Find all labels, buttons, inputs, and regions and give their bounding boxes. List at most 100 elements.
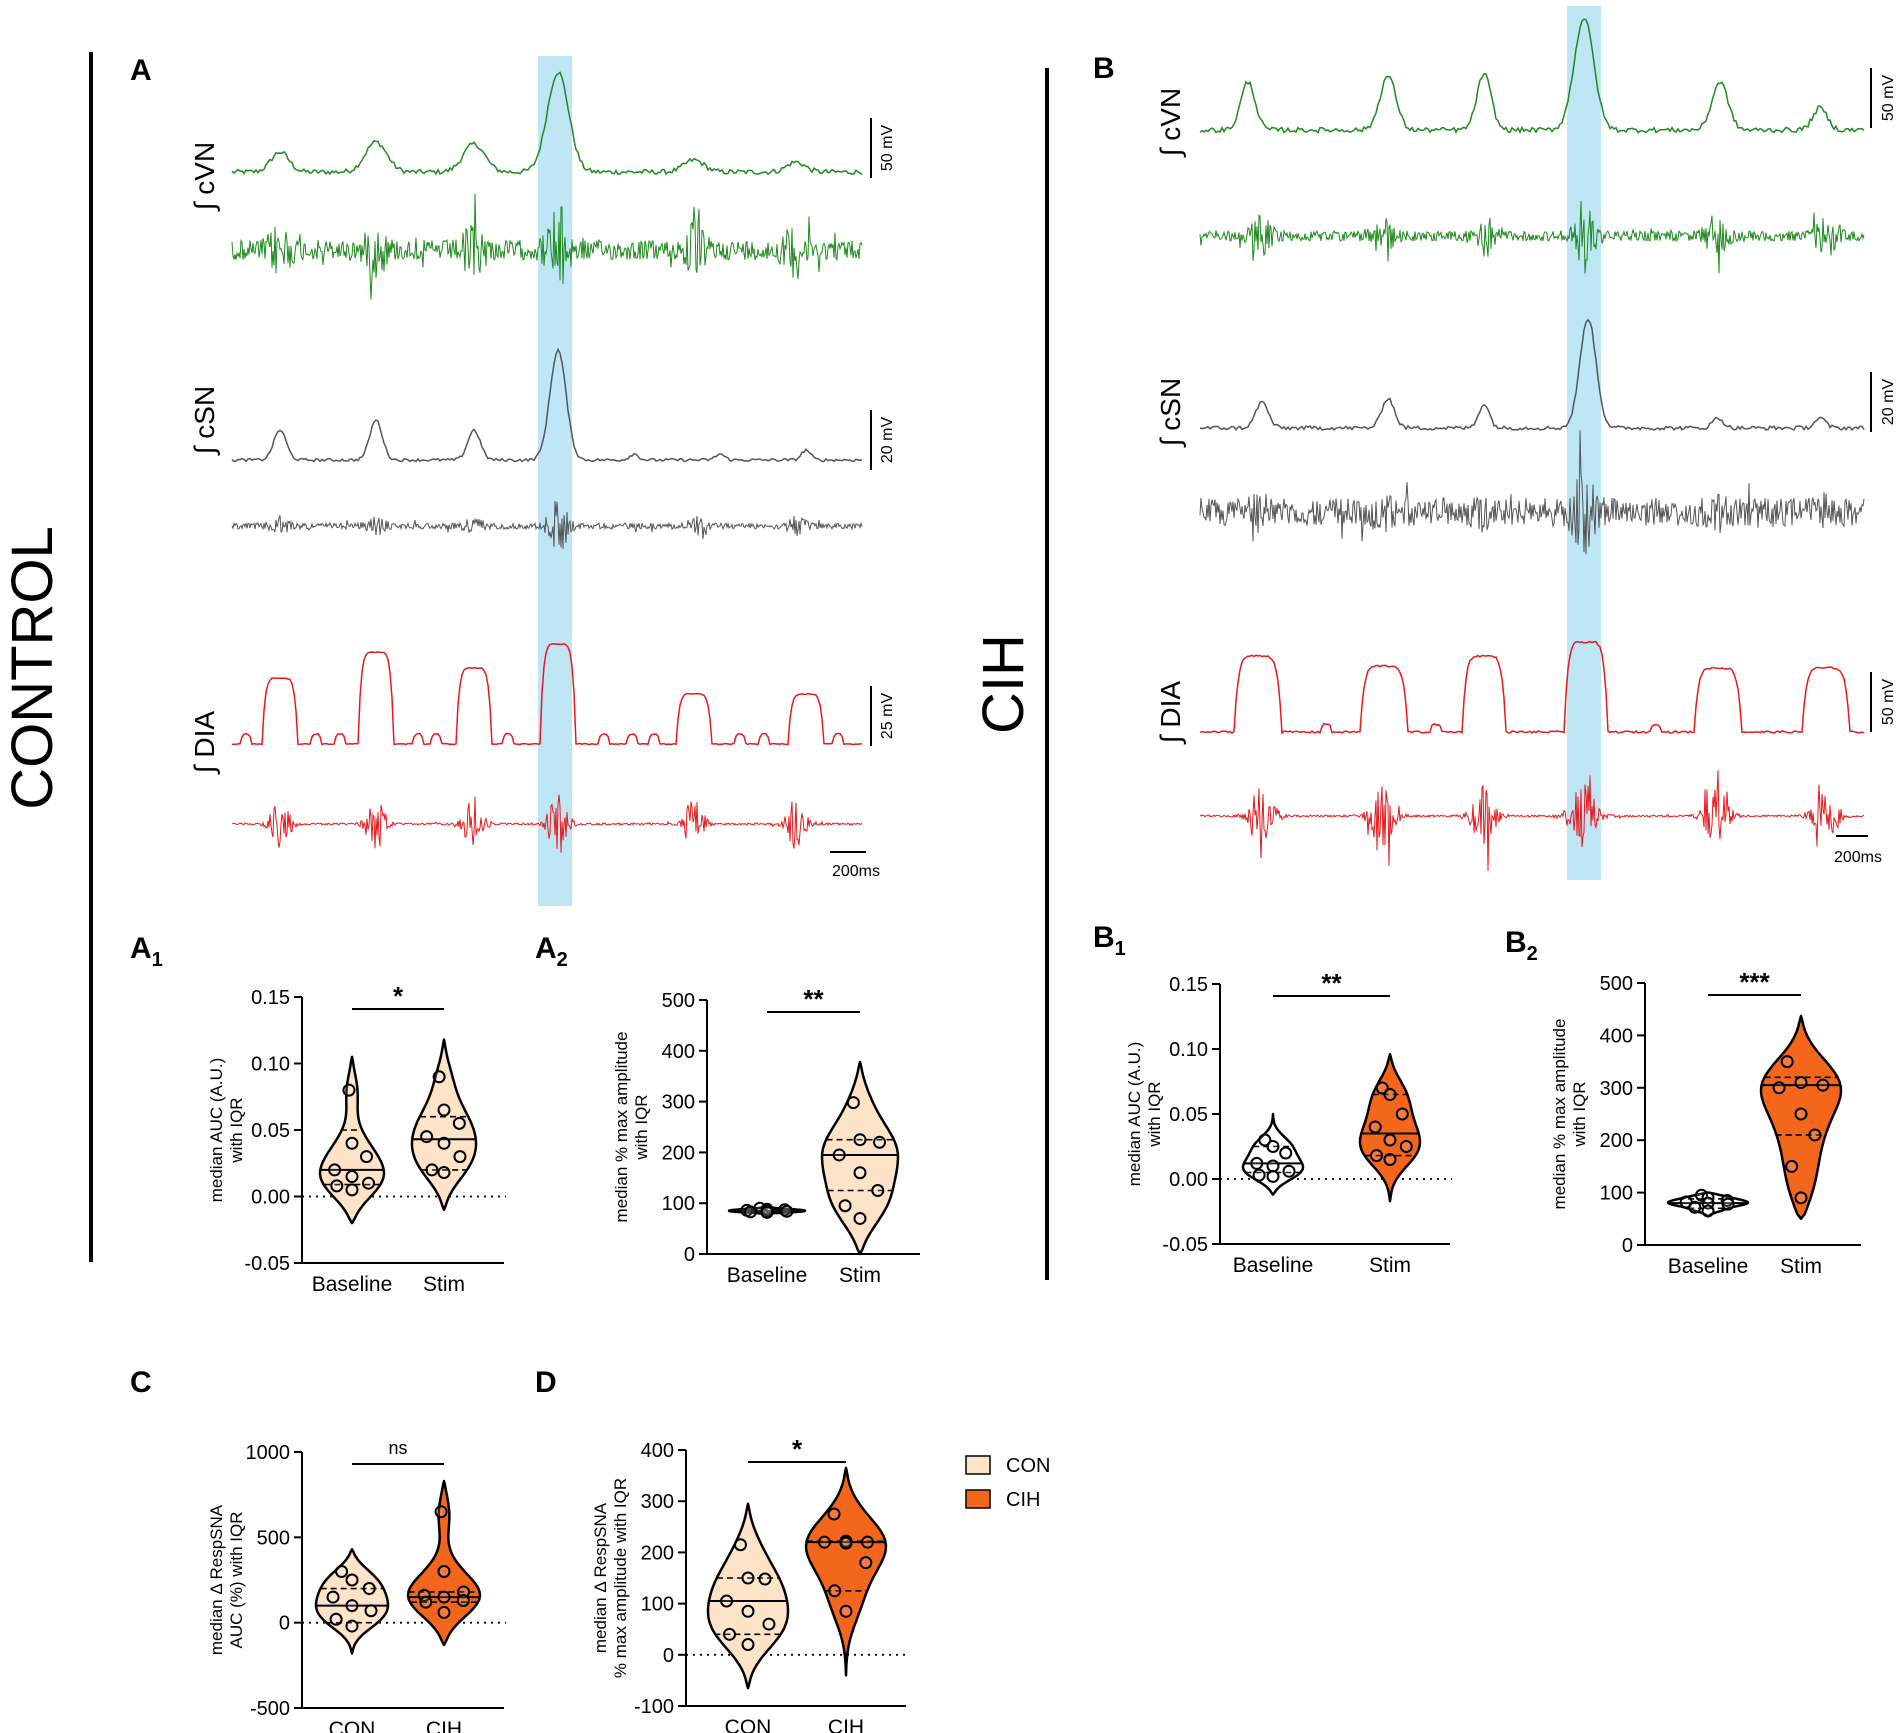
significance-label-d: *	[792, 1434, 803, 1464]
data-point-c	[437, 1564, 451, 1578]
y-tick-label-d: 300	[641, 1491, 674, 1513]
violin-b2-stim	[1759, 1014, 1843, 1221]
data-point-b2	[1701, 1204, 1715, 1218]
legend-label-con: CON	[1006, 1455, 1050, 1477]
violin-a1-stim	[410, 1038, 478, 1212]
data-point-a1	[453, 1150, 467, 1164]
x-tick-label-d: CIH	[828, 1716, 864, 1733]
y-label-b2: median % max amplitude	[1550, 1019, 1569, 1210]
data-point-d	[720, 1594, 734, 1608]
y-tick-label-a2: 400	[662, 1041, 695, 1063]
data-point-b1	[1266, 1169, 1280, 1183]
data-point-a2	[760, 1205, 774, 1219]
y-tick-label-a2: 200	[662, 1142, 695, 1164]
legend-label-cih: CIH	[1006, 1489, 1040, 1511]
violin-b1-stim	[1358, 1052, 1422, 1203]
x-tick-label-b1: Stim	[1369, 1254, 1411, 1277]
y-tick-label-b1: 0.00	[1169, 1169, 1208, 1191]
data-point-a2	[846, 1096, 860, 1110]
y-tick-label-b2: 300	[1600, 1078, 1633, 1100]
significance-label-a1: *	[393, 981, 404, 1011]
stim-band-b	[1567, 6, 1601, 880]
significance-label-b1: **	[1321, 968, 1342, 998]
panel-label-c: C	[130, 1366, 152, 1399]
y-tick-label-a2: 500	[662, 990, 695, 1012]
trace-b-csn-integrated	[1199, 318, 1865, 431]
y-tick-label-a1: 0.10	[251, 1054, 290, 1076]
y-label-a2: with IQR	[632, 1094, 651, 1160]
x-tick-label-a1: Baseline	[312, 1273, 393, 1296]
data-point-b2	[1772, 1081, 1786, 1095]
y-tick-label-d: 400	[641, 1440, 674, 1462]
x-tick-label-c: CON	[329, 1718, 376, 1733]
data-point-b2	[1780, 1055, 1794, 1069]
chart-b2: 500 400 300 200 100 0 median % max amplitude wi…	[1550, 967, 1861, 1278]
x-tick-label-a2: Baseline	[727, 1264, 808, 1287]
trace-a-csn-raw	[231, 500, 863, 549]
y-tick-label-b2: 100	[1600, 1183, 1633, 1205]
y-label-b2: with IQR	[1570, 1081, 1589, 1147]
trace-label-a-csn: ∫ cSN	[189, 386, 220, 456]
scale-b-time: 200ms	[1834, 849, 1882, 866]
significance-label-c: ns	[388, 1438, 407, 1458]
control-group-label: CONTROL	[0, 526, 65, 810]
trace-a-dia-integrated	[231, 642, 862, 746]
data-point-d	[758, 1572, 772, 1586]
data-point-a1	[342, 1083, 356, 1097]
data-point-a1	[362, 1176, 376, 1190]
data-point-d	[722, 1627, 736, 1641]
scale-b-csn: 20 mV	[1880, 379, 1897, 426]
y-tick-label-b1: -0.05	[1162, 1234, 1208, 1256]
data-point-b1	[1266, 1140, 1280, 1153]
data-point-a1	[432, 1070, 446, 1084]
data-point-d	[861, 1535, 875, 1549]
chart-a1: 0.15 0.10 0.05 0.00 -0.05 median AUC (A.U.) wi…	[207, 981, 506, 1296]
violin-c-con	[314, 1548, 390, 1655]
panel-label-a2: A2	[535, 932, 568, 971]
data-point-d	[817, 1535, 831, 1549]
y-label-a2: median % max amplitude	[612, 1032, 631, 1223]
data-point-a2	[743, 1205, 757, 1219]
y-tick-label-b1: 0.10	[1169, 1039, 1208, 1061]
scale-a-csn: 20 mV	[879, 417, 896, 464]
data-point-c	[345, 1599, 359, 1613]
data-point-d	[859, 1556, 873, 1570]
data-point-c	[419, 1595, 433, 1609]
chart-d: 400 300 200 100 0 -100 median Δ RespSNA% max a…	[591, 1434, 908, 1733]
x-tick-label-a2: Stim	[839, 1264, 881, 1287]
y-tick-label-d: -100	[634, 1696, 674, 1718]
x-tick-label-b1: Baseline	[1233, 1254, 1314, 1277]
trace-b-cvn-raw	[1199, 200, 1865, 274]
legend: CON CIH	[965, 1455, 1050, 1511]
data-point-a2	[853, 1166, 867, 1180]
y-tick-label-a1: 0.05	[251, 1120, 290, 1142]
scale-bars-b	[1836, 68, 1872, 837]
y-tick-label-a2: 0	[684, 1244, 695, 1266]
y-tick-label-d: 200	[641, 1542, 674, 1564]
data-point-a1	[328, 1163, 342, 1177]
trace-a-csn-integrated	[231, 347, 863, 463]
scale-a-cvn: 50 mV	[879, 125, 896, 172]
chart-a2: 500 400 300 200 100 0 median % max amplitude wi…	[612, 984, 920, 1287]
scale-b-dia: 50 mV	[1880, 679, 1897, 726]
data-point-b1	[1279, 1146, 1293, 1160]
scale-a-dia: 25 mV	[879, 693, 896, 740]
data-point-a2	[873, 1135, 887, 1149]
y-tick-label-a2: 100	[662, 1193, 695, 1215]
data-point-c	[434, 1505, 448, 1519]
significance-label-b2: ***	[1739, 967, 1770, 997]
data-point-d	[733, 1538, 747, 1552]
trace-b-cvn-integrated	[1199, 18, 1865, 135]
trace-label-b-dia: ∫ DIA	[1155, 681, 1186, 745]
data-point-b1	[1383, 1088, 1397, 1101]
data-point-b2	[1794, 1076, 1808, 1090]
y-tick-label-b2: 200	[1600, 1130, 1633, 1152]
data-point-a1	[345, 1136, 359, 1150]
trace-label-a-cvn: ∫ cVN	[189, 142, 220, 212]
y-tick-label-b1: 0.05	[1169, 1104, 1208, 1126]
data-point-c	[329, 1612, 343, 1626]
y-tick-label-d: 100	[641, 1594, 674, 1616]
data-point-b1	[1395, 1107, 1409, 1121]
data-point-c	[362, 1582, 376, 1596]
